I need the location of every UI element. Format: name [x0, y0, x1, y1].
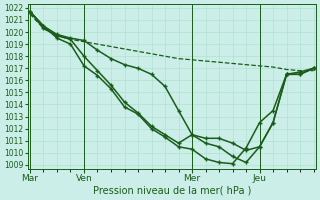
X-axis label: Pression niveau de la mer( hPa ): Pression niveau de la mer( hPa )	[92, 186, 251, 196]
